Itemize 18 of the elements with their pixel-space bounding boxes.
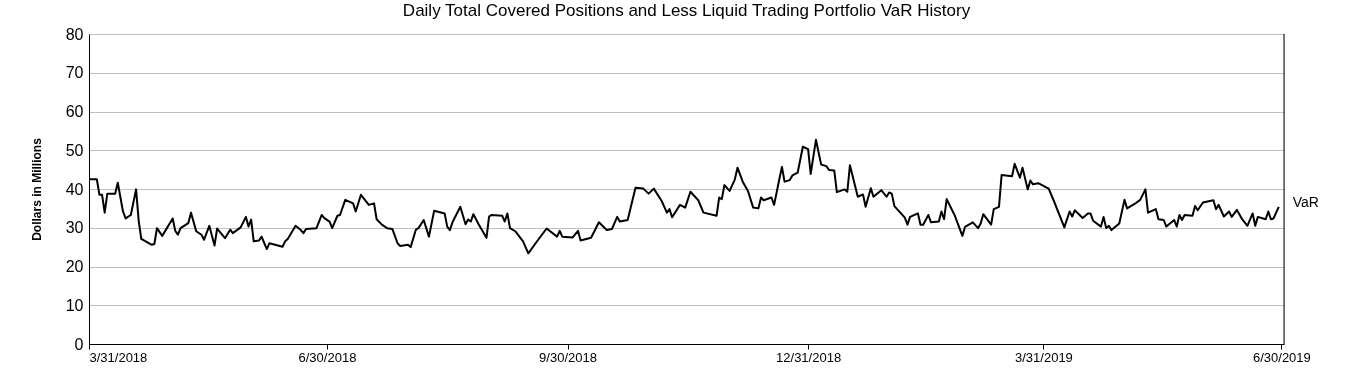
x-tick-label: 3/31/2019 bbox=[1015, 349, 1073, 365]
y-axis-title: Dollars in Millions bbox=[29, 137, 44, 241]
y-tick-label: 20 bbox=[65, 258, 84, 275]
x-tick-label: 3/31/2018 bbox=[89, 349, 148, 365]
x-tick-label: 6/30/2018 bbox=[298, 349, 357, 365]
x-tick-label: 6/30/2019 bbox=[1252, 349, 1311, 365]
y-tick-label: 30 bbox=[65, 219, 84, 237]
y-tick-label: 40 bbox=[65, 180, 84, 198]
y-tick-label: 60 bbox=[65, 103, 84, 120]
y-tick-label: 10 bbox=[65, 296, 84, 314]
y-tick-label: 70 bbox=[65, 64, 84, 82]
x-tick-label: 12/31/2018 bbox=[776, 349, 842, 365]
chart-title: Daily Total Covered Positions and Less Liquid Trading Portfolio VaR History bbox=[402, 1, 971, 20]
y-tick-label: 80 bbox=[65, 25, 84, 43]
y-tick-label: 0 bbox=[74, 335, 84, 353]
series-label: VaR bbox=[1292, 193, 1319, 210]
y-tick-label: 50 bbox=[65, 141, 84, 159]
x-tick-label: 9/30/2018 bbox=[539, 349, 597, 365]
